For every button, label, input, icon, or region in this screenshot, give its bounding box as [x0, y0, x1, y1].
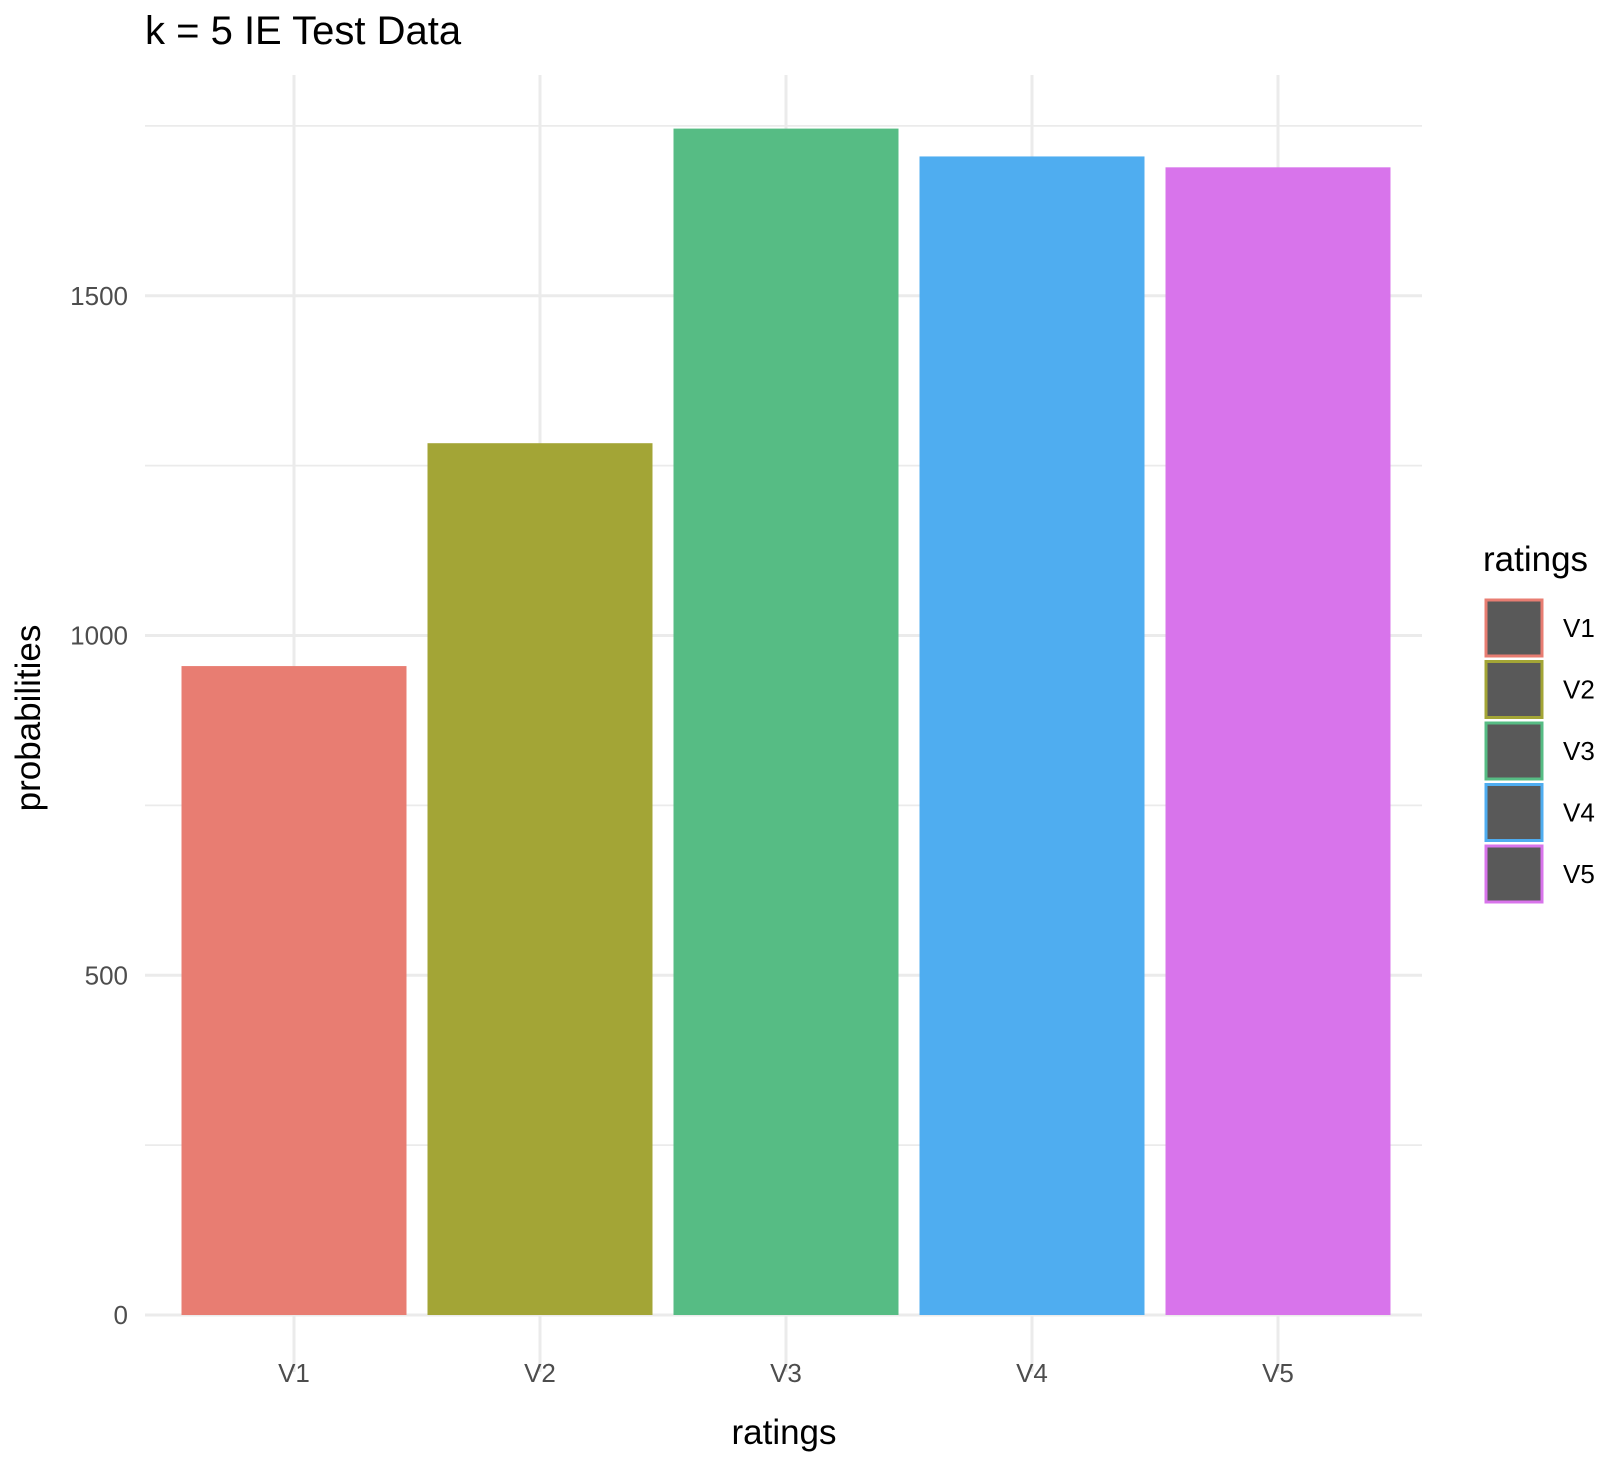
x-axis-title: ratings [731, 1413, 836, 1452]
legend-label: V5 [1563, 859, 1595, 889]
legend-label: V1 [1563, 613, 1595, 643]
legend-key-v2 [1484, 660, 1544, 719]
x-tick-label: V4 [1016, 1358, 1048, 1388]
y-tick-label: 1500 [70, 281, 128, 311]
y-tick-label: 0 [114, 1300, 128, 1330]
y-axis-title: probabilities [9, 625, 48, 812]
legend-title: ratings [1483, 540, 1588, 579]
bar-v4 [919, 156, 1145, 1315]
legend-label: V4 [1563, 798, 1595, 828]
bar-v5 [1165, 167, 1391, 1316]
bar-v3 [673, 128, 899, 1315]
y-tick-label: 1000 [70, 621, 128, 651]
legend-key-v5 [1484, 844, 1544, 904]
y-tick-label: 500 [85, 960, 128, 990]
bar-v2 [427, 443, 653, 1315]
bars [181, 128, 1391, 1316]
y-axis-ticks: 0 500 1000 1500 [70, 281, 128, 1330]
legend: ratings V1 V2 V3 V4 V5 [1483, 540, 1595, 904]
chart-title: k = 5 IE Test Data [145, 9, 462, 53]
legend-key-v1 [1484, 598, 1544, 658]
x-axis-ticks: V1 V2 V3 V4 V5 [278, 1358, 1294, 1388]
x-tick-label: V3 [770, 1358, 802, 1388]
bar-v1 [181, 666, 407, 1315]
x-tick-label: V2 [524, 1358, 556, 1388]
legend-key-v3 [1484, 721, 1544, 781]
x-tick-label: V5 [1262, 1358, 1294, 1388]
x-tick-label: V1 [278, 1358, 310, 1388]
legend-label: V2 [1563, 675, 1595, 705]
legend-label: V3 [1563, 736, 1595, 766]
legend-key-v4 [1484, 783, 1544, 842]
